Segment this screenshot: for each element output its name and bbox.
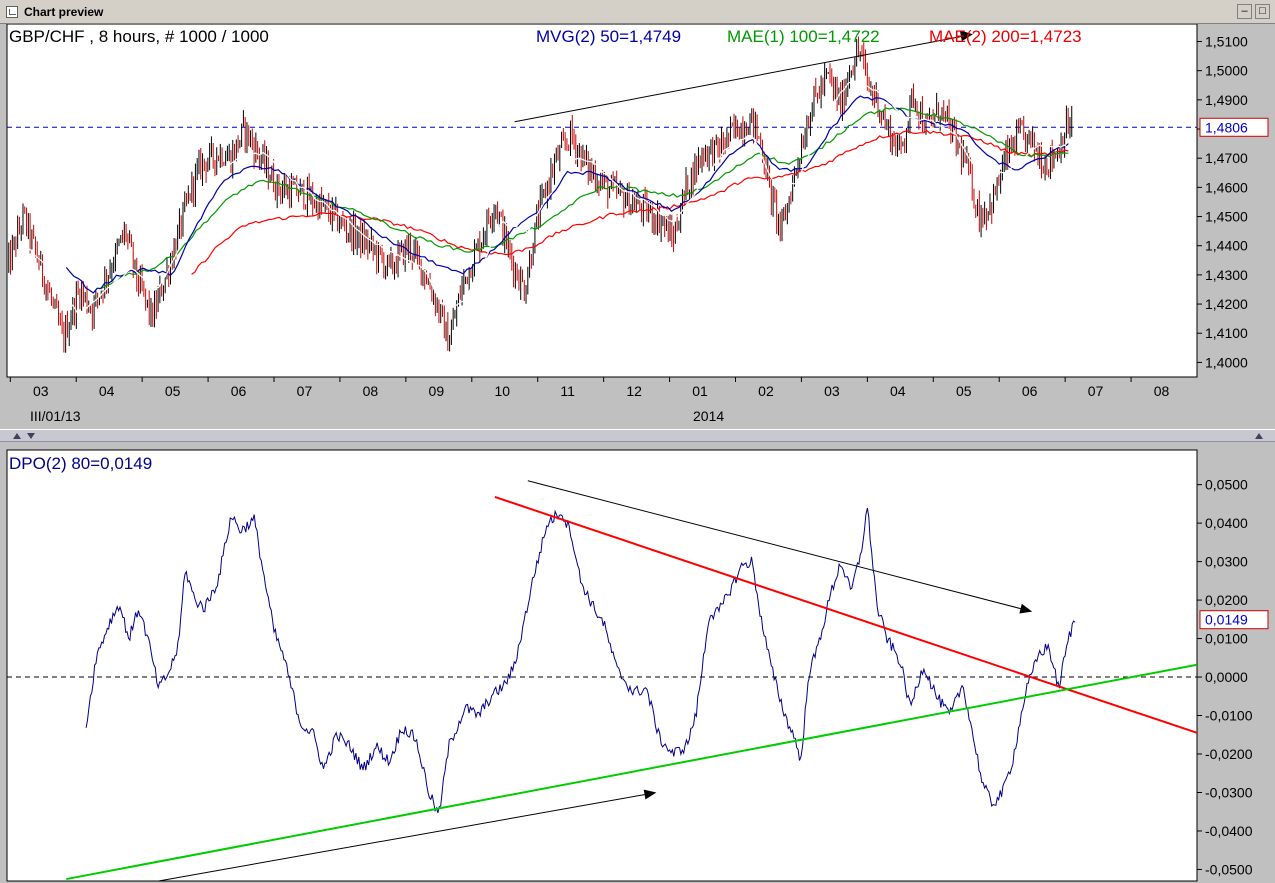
chart-window-icon	[6, 6, 18, 18]
dpo-ytick-label: 0,0000	[1205, 669, 1248, 685]
dpo-chart-panel: 0,0500 0,0400 0,0300 0,0200 0,0100 0,0000 -0,0…	[6, 449, 1269, 882]
window-titlebar: Chart preview – □	[0, 0, 1275, 24]
maximize-button[interactable]: □	[1255, 4, 1270, 19]
price-ytick-label: 1,4000	[1205, 354, 1248, 370]
dpo-ytick-label: 0,0100	[1205, 631, 1248, 647]
uptrend-arrow-head	[959, 30, 973, 42]
legend-mvg2: MVG(2) 50=1,4749	[536, 27, 681, 46]
price-xtick-label: 07	[1088, 383, 1104, 399]
price-xtick-label: 01	[692, 383, 708, 399]
mae2-line	[191, 129, 1069, 275]
price-ytick-label: 1,4200	[1205, 296, 1248, 312]
price-xtick-label: 09	[429, 383, 445, 399]
price-legend: GBP/CHF , 8 hours, # 1000 / 1000 MVG(1) …	[9, 27, 1082, 46]
legend-symbol: GBP/CHF , 8 hours, # 1000 / 1000	[9, 27, 269, 46]
price-ytick-label: 1,4700	[1205, 150, 1248, 166]
price-ytick-label: 1,5100	[1205, 34, 1248, 50]
price-plot-area	[6, 24, 1198, 378]
legend-mae2: MAE(2) 200=1,4723	[929, 27, 1082, 46]
dpo-plot-area	[6, 449, 1198, 882]
dpo-ytick-label: 0,0400	[1205, 515, 1248, 531]
uptrend-arrow	[514, 35, 963, 123]
dpo-ytick-label: 0,0500	[1205, 477, 1248, 493]
price-current-label: 1,4806	[1205, 119, 1248, 135]
dpo-current-label: 0,0149	[1205, 612, 1248, 628]
price-xtick-label: 11	[560, 383, 575, 399]
price-ytick-label: 1,4400	[1205, 238, 1248, 254]
price-xtick-label: 08	[1154, 383, 1170, 399]
price-ytick-label: 1,4600	[1205, 179, 1248, 195]
dpo-ytick-label: -0,0300	[1205, 784, 1253, 800]
dpo-ytick-label: -0,0500	[1205, 861, 1253, 877]
price-xtick-label: 02	[758, 383, 774, 399]
price-xtick-label: 07	[297, 383, 313, 399]
year-label: 2014	[693, 408, 724, 424]
price-xtick-label: 05	[956, 383, 972, 399]
price-xtick-label: 03	[33, 383, 49, 399]
price-ytick-label: 1,4300	[1205, 267, 1248, 283]
minimize-button[interactable]: –	[1237, 4, 1252, 19]
window-title: Chart preview	[24, 5, 104, 19]
price-xtick-label: 08	[363, 383, 379, 399]
price-ytick-label: 1,4100	[1205, 325, 1248, 341]
price-xtick-label: 05	[165, 383, 181, 399]
price-xtick-label: 03	[824, 383, 840, 399]
collapse-down-icon[interactable]	[26, 432, 36, 440]
price-xtick-label: 12	[626, 383, 642, 399]
price-ytick-label: 1,4500	[1205, 209, 1248, 225]
dpo-uptrend-arrow-head	[643, 789, 657, 800]
collapse-up-icon[interactable]	[12, 432, 22, 440]
dpo-current-value-box: 0,0149	[1199, 610, 1269, 630]
resistance-trendline	[494, 496, 1198, 734]
dpo-ytick-label: 0,0200	[1205, 592, 1248, 608]
price-current-value-box: 1,4806	[1199, 117, 1269, 137]
dpo-ytick-label: 0,0300	[1205, 554, 1248, 570]
dpo-downtrend-arrow	[527, 480, 1021, 610]
legend-mae1: MAE(1) 100=1,4722	[727, 27, 880, 46]
dpo-ytick-label: -0,0400	[1205, 823, 1253, 839]
dpo-line	[85, 507, 1076, 814]
dpo-ytick-label: -0,0100	[1205, 708, 1253, 724]
mvg2-line	[65, 95, 1069, 294]
support-trendline	[66, 663, 1198, 881]
dpo-uptrend-arrow	[158, 794, 645, 882]
price-xtick-label: 10	[494, 383, 510, 399]
mae1-line	[99, 107, 1069, 290]
mvg1-line	[26, 80, 1069, 318]
price-ytick-label: 1,4900	[1205, 92, 1248, 108]
price-xtick-label: 04	[890, 383, 906, 399]
price-xtick-label: 06	[231, 383, 247, 399]
dpo-downtrend-arrow-head	[1019, 603, 1033, 614]
legend-mvg1: MVG(1) 23=1,4740	[343, 27, 488, 46]
x-start-label: III/01/13	[30, 408, 81, 424]
price-xtick-label: 06	[1022, 383, 1038, 399]
dpo-ytick-label: -0,0200	[1205, 746, 1253, 762]
panel-splitter[interactable]	[0, 429, 1275, 442]
price-xtick-label: 04	[99, 383, 115, 399]
price-ytick-label: 1,5000	[1205, 63, 1248, 79]
dpo-legend: DPO(2) 80=0,0149	[9, 454, 152, 473]
price-chart-panel: 1,4000 1,4100 1,4200 1,4300 1,4400 1,4500 1,46…	[6, 24, 1269, 424]
restore-up-icon[interactable]	[1254, 432, 1264, 440]
